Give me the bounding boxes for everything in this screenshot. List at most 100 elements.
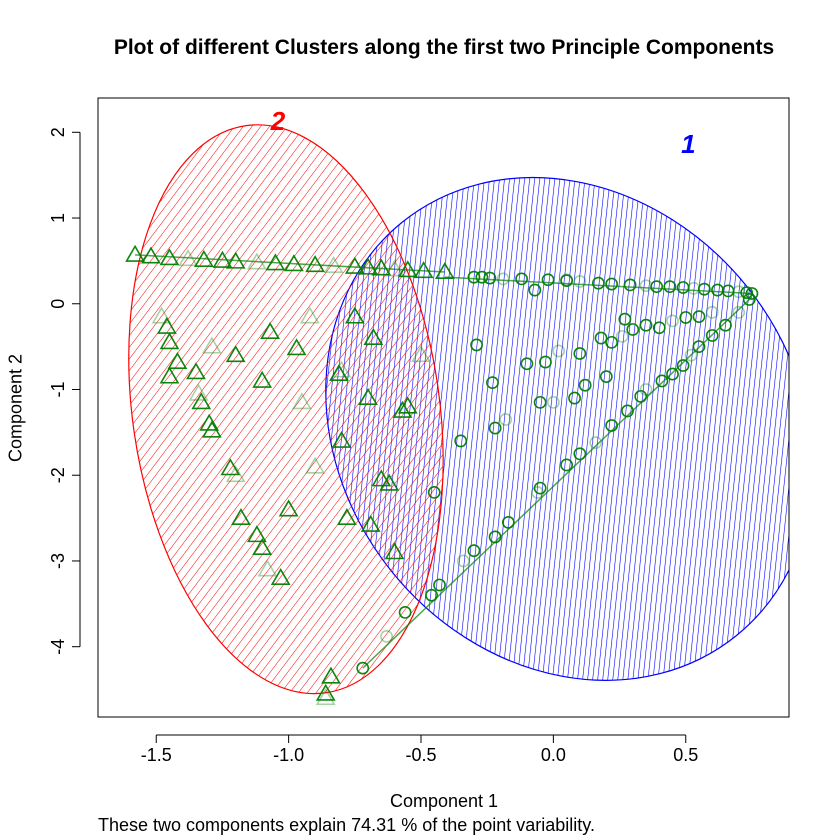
cluster-2-point [397,260,418,278]
y-tick-label: 0 [48,299,68,309]
cluster-1-point [552,344,566,358]
cluster-1-point [639,383,653,396]
cluster-1-point [573,275,587,288]
axes: -1.5 -1.0 -0.5 0.0 0.5 2 1 0 -1 -2 -3 -4 [48,127,698,765]
cluster-2-point [246,525,267,543]
cluster-2-point [265,253,286,271]
cluster-1-point [398,606,412,619]
cluster-1-point [578,378,592,392]
cluster-1-point [560,273,574,287]
cluster-2-point [159,366,180,384]
plot-area [125,124,789,706]
cluster-2-point [201,336,222,354]
plot-frame [97,97,790,718]
cluster-1-point [655,374,669,388]
cluster-1-point [515,272,529,286]
cluster-2-point [246,252,267,270]
cluster-1-point [732,285,746,299]
cluster-2-point [371,258,392,276]
cluster-1-point [533,395,547,409]
cluster-1-point [380,630,393,643]
cluster-1-point [618,312,632,326]
x-tick-label: 0.0 [541,745,566,765]
cluster-2-point [257,559,278,577]
cluster-1-point [605,277,619,291]
cluster-1-point [475,270,489,284]
x-tick-label: -1.5 [141,745,172,765]
cluster-2-point [194,249,214,267]
cluster-2-point [278,499,299,517]
cluster-2-point [291,392,312,410]
cluster-1-point [705,329,719,342]
y-tick-label: 2 [48,127,68,137]
cluster-2-point [159,248,180,266]
cluster-2-point [225,251,246,269]
y-axis-label: Component 2 [5,353,26,463]
cluster-2-point [284,254,304,272]
cluster-2-point [141,246,161,264]
cluster-2-point [167,351,188,369]
cluster-2-point [186,362,206,380]
cluster-1-point [745,287,759,300]
cluster-1-point [573,347,587,360]
cluster-1-point [639,318,653,332]
cluster-1-point [605,335,619,349]
cluster-1-point [470,338,483,352]
cluster-2-point [231,508,251,526]
cluster-1-point [568,391,581,405]
cluster-1-point [652,321,666,335]
cluster-1-point [488,421,502,435]
cluster-2-point [323,255,344,273]
cluster-1-point [560,458,574,472]
cluster-1-point [456,554,470,568]
cluster-1-point [634,389,648,403]
cluster-1-point [721,284,735,298]
cluster-1-point [599,370,613,384]
cluster-1-point [356,661,370,675]
cluster-1-point [594,331,608,345]
cluster-1-label: 1 [681,129,695,159]
cluster-2-point [220,458,241,476]
cluster-1-point [676,359,690,372]
cluster-1-point [467,544,481,558]
cluster-2-point [413,261,434,279]
cluster-1-point [692,340,706,354]
x-tick-label: -1.0 [273,745,304,765]
cluster-2-point [315,688,336,706]
band-line [362,296,753,669]
cluster-1-point [501,515,515,529]
cluster-2-point [225,345,246,363]
cluster-1-point [679,311,693,324]
cluster-1-point [433,578,446,592]
cluster-2-point [252,370,273,388]
cluster-1-point [650,280,664,294]
cluster-1-point [496,272,510,286]
cluster-1-point [483,271,497,285]
cluster-1-point [663,280,677,294]
cluster-1-point [719,318,732,332]
cluster-1-point [486,376,499,390]
cluster-2-point [434,261,455,279]
cluster-1-point [488,530,502,544]
cluster-1-point [666,367,679,381]
cluster-2-point [299,306,320,324]
cluster-2-point [212,250,233,268]
cluster-1-point [467,270,481,284]
cluster-1-point [705,305,719,319]
chart-title: Plot of different Clusters along the fir… [113,36,775,59]
cluster-1-point [573,447,587,461]
band-line [444,276,752,295]
cluster-1-point [623,278,637,292]
cluster-1-point [425,588,438,602]
cluster-2-point [159,332,180,350]
cluster-2-point [358,257,378,275]
cluster-2-point [151,306,172,324]
cluster-2-point [270,568,291,586]
cluster-1-point [740,286,754,300]
cluster-2-point [360,514,381,532]
cluster-2-point [252,538,273,556]
cluster-2-point [384,259,405,277]
x-axis-label: Component 1 [389,791,499,811]
cluster-2-point [305,456,325,474]
cluster-1-point [528,283,542,297]
